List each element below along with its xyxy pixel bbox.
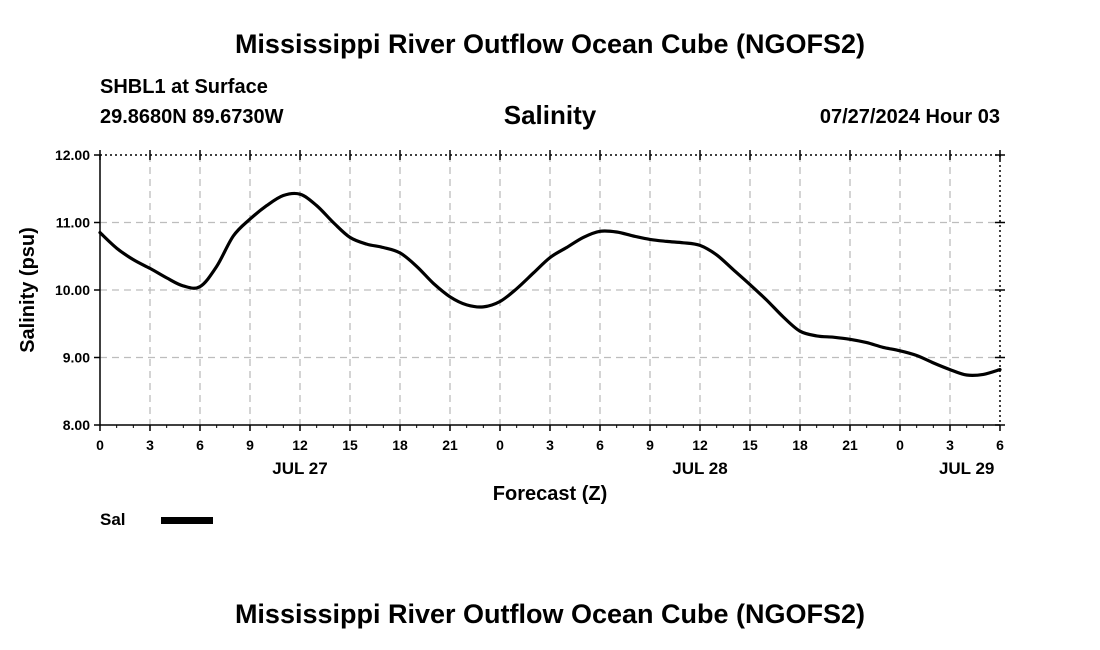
x-tick-label: 21: [842, 437, 858, 453]
y-tick-label: 10.00: [55, 282, 90, 298]
x-axis-label: Forecast (Z): [493, 483, 607, 505]
legend-line-swatch: [161, 517, 213, 524]
x-tick-label: 6: [596, 437, 604, 453]
x-tick-label: 0: [96, 437, 104, 453]
page-title: Mississippi River Outflow Ocean Cube (NG…: [234, 29, 866, 59]
x-tick-label: 3: [146, 437, 154, 453]
x-tick-label: 3: [546, 437, 554, 453]
coordinates-label: 29.8680N 89.6730W: [100, 106, 284, 128]
plot-title: Salinity: [503, 100, 597, 130]
y-tick-label: 11.00: [56, 215, 90, 231]
x-tick-label: 18: [792, 437, 808, 453]
legend-label: Sal: [100, 510, 126, 529]
y-tick-label: 9.00: [63, 350, 90, 366]
series-line-sal: [98, 191, 1002, 377]
x-date-label: JUL 27: [272, 459, 327, 478]
x-tick-label: 12: [292, 437, 308, 453]
x-tick-label: 15: [742, 437, 758, 453]
y-tick-label: 8.00: [63, 417, 90, 433]
y-tick-label: 12.00: [55, 147, 90, 163]
x-date-label: JUL 29: [939, 459, 994, 478]
x-tick-label: 15: [342, 437, 358, 453]
x-tick-label: 3: [946, 437, 954, 453]
x-tick-label: 0: [496, 437, 504, 453]
x-tick-label: 6: [196, 437, 204, 453]
x-tick-label: 12: [692, 437, 708, 453]
x-tick-label: 6: [996, 437, 1004, 453]
forecast-datetime: 07/27/2024 Hour 03: [819, 106, 1000, 128]
x-tick-label: 0: [896, 437, 904, 453]
x-tick-label: 9: [646, 437, 654, 453]
x-tick-label: 21: [442, 437, 458, 453]
footer-title: Mississippi River Outflow Ocean Cube (NG…: [234, 599, 866, 629]
station-label: SHBL1 at Surface: [100, 76, 268, 98]
x-date-label: JUL 28: [672, 459, 727, 478]
x-tick-label: 9: [246, 437, 254, 453]
y-axis-label: Salinity (psu): [17, 227, 39, 353]
x-tick-label: 18: [392, 437, 408, 453]
